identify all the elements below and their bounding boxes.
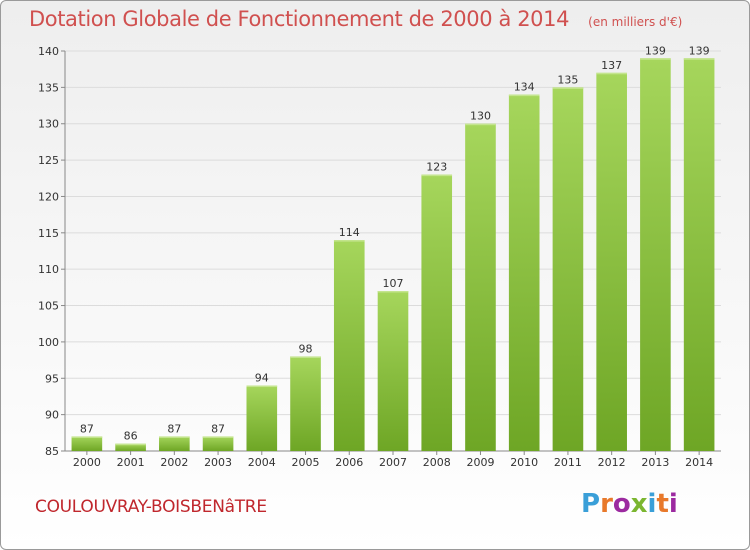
- logo-letter: o: [612, 489, 631, 519]
- bar: [290, 356, 321, 451]
- bar-value-label: 114: [339, 226, 360, 239]
- chart-title-row: Dotation Globale de Fonctionnement de 20…: [29, 7, 682, 31]
- logo-letter: x: [630, 489, 648, 519]
- x-tick-label: 2000: [73, 456, 101, 469]
- x-tick-label: 2014: [685, 456, 713, 469]
- bar: [377, 291, 409, 451]
- y-tick-label: 90: [45, 409, 59, 422]
- x-tick-label: 2002: [160, 456, 188, 469]
- bar: [552, 87, 584, 451]
- bar-highlight: [159, 436, 190, 438]
- bar-value-label: 87: [80, 422, 94, 435]
- bar-highlight: [202, 436, 234, 438]
- bar: [683, 58, 715, 451]
- bar: [159, 436, 190, 451]
- bar-value-label: 123: [426, 161, 447, 174]
- bar: [421, 174, 453, 452]
- bar-highlight: [508, 94, 540, 97]
- x-tick-label: 2007: [379, 456, 407, 469]
- bar-value-label: 87: [211, 422, 225, 435]
- bar-value-label: 86: [124, 430, 138, 443]
- bar-value-label: 139: [645, 44, 666, 57]
- bar-highlight: [333, 240, 365, 242]
- logo-letter: P: [581, 489, 601, 519]
- bar-value-label: 134: [514, 81, 535, 94]
- bar-highlight: [552, 87, 584, 89]
- bar: [508, 94, 540, 452]
- bar-highlight: [246, 385, 278, 388]
- bar-highlight: [640, 58, 671, 60]
- chart-unit: (en milliers d'€): [588, 15, 683, 29]
- commune-name: COULOUVRAY-BOISBENâTRE: [35, 497, 267, 517]
- proxiti-logo[interactable]: Proxiti: [581, 489, 678, 519]
- y-tick-label: 120: [38, 190, 59, 203]
- y-tick-label: 105: [38, 300, 59, 313]
- logo-letter: i: [668, 489, 678, 519]
- bar-highlight: [71, 436, 103, 438]
- bar: [333, 240, 365, 451]
- bar-highlight: [377, 291, 409, 293]
- bar-highlight: [465, 123, 496, 126]
- logo-letter: r: [600, 489, 613, 519]
- y-tick-label: 100: [38, 336, 59, 349]
- y-tick-label: 140: [38, 45, 59, 58]
- y-tick-label: 130: [38, 118, 59, 131]
- bar-highlight: [421, 174, 453, 177]
- logo-letter: t: [656, 489, 669, 519]
- bar-value-label: 130: [470, 110, 491, 123]
- bar: [246, 385, 278, 451]
- x-tick-label: 2010: [510, 456, 538, 469]
- bar-highlight: [115, 443, 146, 446]
- y-tick-label: 115: [38, 227, 59, 240]
- bar-value-label: 139: [689, 44, 710, 57]
- x-tick-label: 2013: [641, 456, 669, 469]
- x-tick-label: 2006: [335, 456, 363, 469]
- bar: [640, 58, 671, 451]
- bar-value-label: 98: [299, 342, 313, 355]
- x-tick-label: 2011: [554, 456, 582, 469]
- bar: [596, 72, 627, 452]
- bar-value-label: 87: [167, 422, 181, 435]
- x-tick-label: 2004: [248, 456, 276, 469]
- bar-highlight: [596, 72, 627, 75]
- y-tick-label: 95: [45, 372, 59, 385]
- x-tick-label: 2003: [204, 456, 232, 469]
- bar: [202, 436, 234, 451]
- bar: [465, 123, 496, 452]
- bar-highlight: [683, 58, 715, 60]
- y-tick-label: 135: [38, 81, 59, 94]
- bar-value-label: 94: [255, 372, 269, 385]
- x-tick-label: 2005: [292, 456, 320, 469]
- bar-value-label: 107: [383, 277, 404, 290]
- chart-title: Dotation Globale de Fonctionnement de 20…: [29, 7, 570, 31]
- x-tick-label: 2001: [117, 456, 145, 469]
- y-tick-label: 85: [45, 445, 59, 458]
- logo-letter: i: [647, 489, 657, 519]
- bar: [71, 436, 103, 451]
- x-tick-label: 2012: [598, 456, 626, 469]
- x-tick-label: 2008: [423, 456, 451, 469]
- bar-highlight: [290, 356, 321, 358]
- bar: [115, 443, 146, 451]
- y-tick-label: 110: [38, 263, 59, 276]
- y-tick-label: 125: [38, 154, 59, 167]
- x-tick-label: 2009: [466, 456, 494, 469]
- bar-value-label: 137: [601, 59, 622, 72]
- bar-value-label: 135: [557, 73, 578, 86]
